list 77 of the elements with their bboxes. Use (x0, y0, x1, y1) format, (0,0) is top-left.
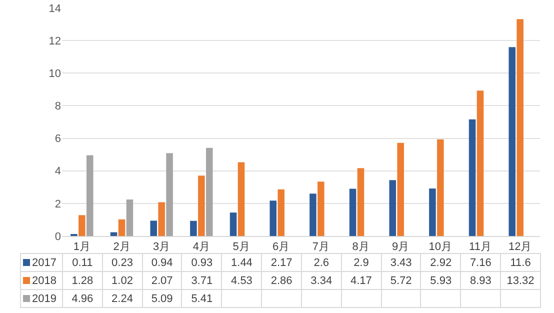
data-label: 1.02 (102, 272, 142, 290)
bar (437, 139, 444, 236)
y-tick-label: 12 (48, 35, 61, 48)
data-label: 5.41 (182, 290, 222, 308)
bar (206, 148, 213, 236)
data-label: 11.6 (500, 254, 540, 272)
bar (389, 180, 396, 236)
data-label: 4.17 (341, 272, 382, 290)
bar (397, 142, 404, 236)
bar (516, 19, 524, 236)
y-tick-label: 6 (54, 133, 61, 146)
bar (198, 176, 205, 236)
x-tick-label: 8月 (352, 241, 370, 254)
x-tick-label: 2月 (113, 241, 130, 254)
data-label: 0.94 (142, 254, 182, 272)
legend-label: 2017 (20, 254, 62, 272)
bar (508, 47, 516, 236)
legend-label: 2019 (20, 290, 62, 308)
data-label: 8.93 (460, 272, 501, 290)
x-tick-label: 9月 (392, 241, 410, 254)
y-tick-label: 2 (54, 198, 61, 210)
data-label: 4.96 (62, 290, 102, 308)
y-tick-label: 0 (54, 230, 61, 243)
x-tick-label: 10月 (428, 241, 452, 254)
bar (150, 220, 157, 236)
bar (318, 182, 324, 236)
y-tick-label: 10 (48, 68, 61, 80)
bar (349, 188, 356, 236)
bar (357, 168, 364, 236)
data-label: 0.93 (182, 254, 222, 272)
data-label: 13.32 (500, 272, 540, 290)
x-tick-label: 1月 (73, 241, 90, 254)
bar (238, 162, 245, 236)
data-label: 3.34 (301, 272, 342, 290)
data-label: 5.93 (420, 272, 461, 290)
data-label: 1.44 (222, 254, 262, 272)
data-label: 0.11 (62, 254, 102, 272)
x-tick-label: 3月 (153, 241, 170, 254)
bar (78, 215, 86, 236)
bar (166, 153, 173, 236)
data-label: 2.17 (262, 254, 302, 272)
bar (310, 194, 316, 236)
x-tick-label: 4月 (192, 241, 210, 254)
bar (476, 90, 484, 236)
bar (86, 155, 94, 236)
data-label: 1.28 (62, 272, 102, 290)
data-label: 5.72 (381, 272, 421, 290)
legend-label: 2018 (20, 272, 62, 290)
data-label: 0.23 (102, 254, 142, 272)
bar (230, 212, 237, 236)
bar (190, 220, 197, 236)
bar (270, 200, 276, 236)
data-label: 2.92 (420, 254, 461, 272)
bar (126, 200, 134, 236)
bar (118, 219, 126, 236)
data-label: 7.16 (460, 254, 501, 272)
y-tick-label: 14 (48, 2, 61, 15)
bar (158, 202, 165, 236)
data-label: 2.9 (341, 254, 382, 272)
data-label: 2.86 (262, 272, 302, 290)
x-tick-label: 11月 (469, 241, 492, 254)
bar (278, 189, 284, 236)
x-tick-label: 12月 (508, 241, 532, 254)
data-label: 2.6 (301, 254, 342, 272)
bar (429, 188, 436, 236)
x-tick-label: 5月 (232, 241, 250, 254)
data-label: 3.43 (381, 254, 421, 272)
data-label: 2.07 (142, 272, 182, 290)
x-tick-label: 7月 (312, 241, 330, 254)
y-tick-label: 8 (54, 100, 61, 113)
data-label: 2.24 (102, 290, 142, 308)
y-tick-label: 4 (54, 166, 61, 178)
data-label: 3.71 (182, 272, 222, 290)
data-label: 4.53 (222, 272, 262, 290)
x-tick-label: 6月 (272, 241, 290, 254)
bar (468, 119, 476, 236)
data-label: 5.09 (142, 290, 182, 308)
